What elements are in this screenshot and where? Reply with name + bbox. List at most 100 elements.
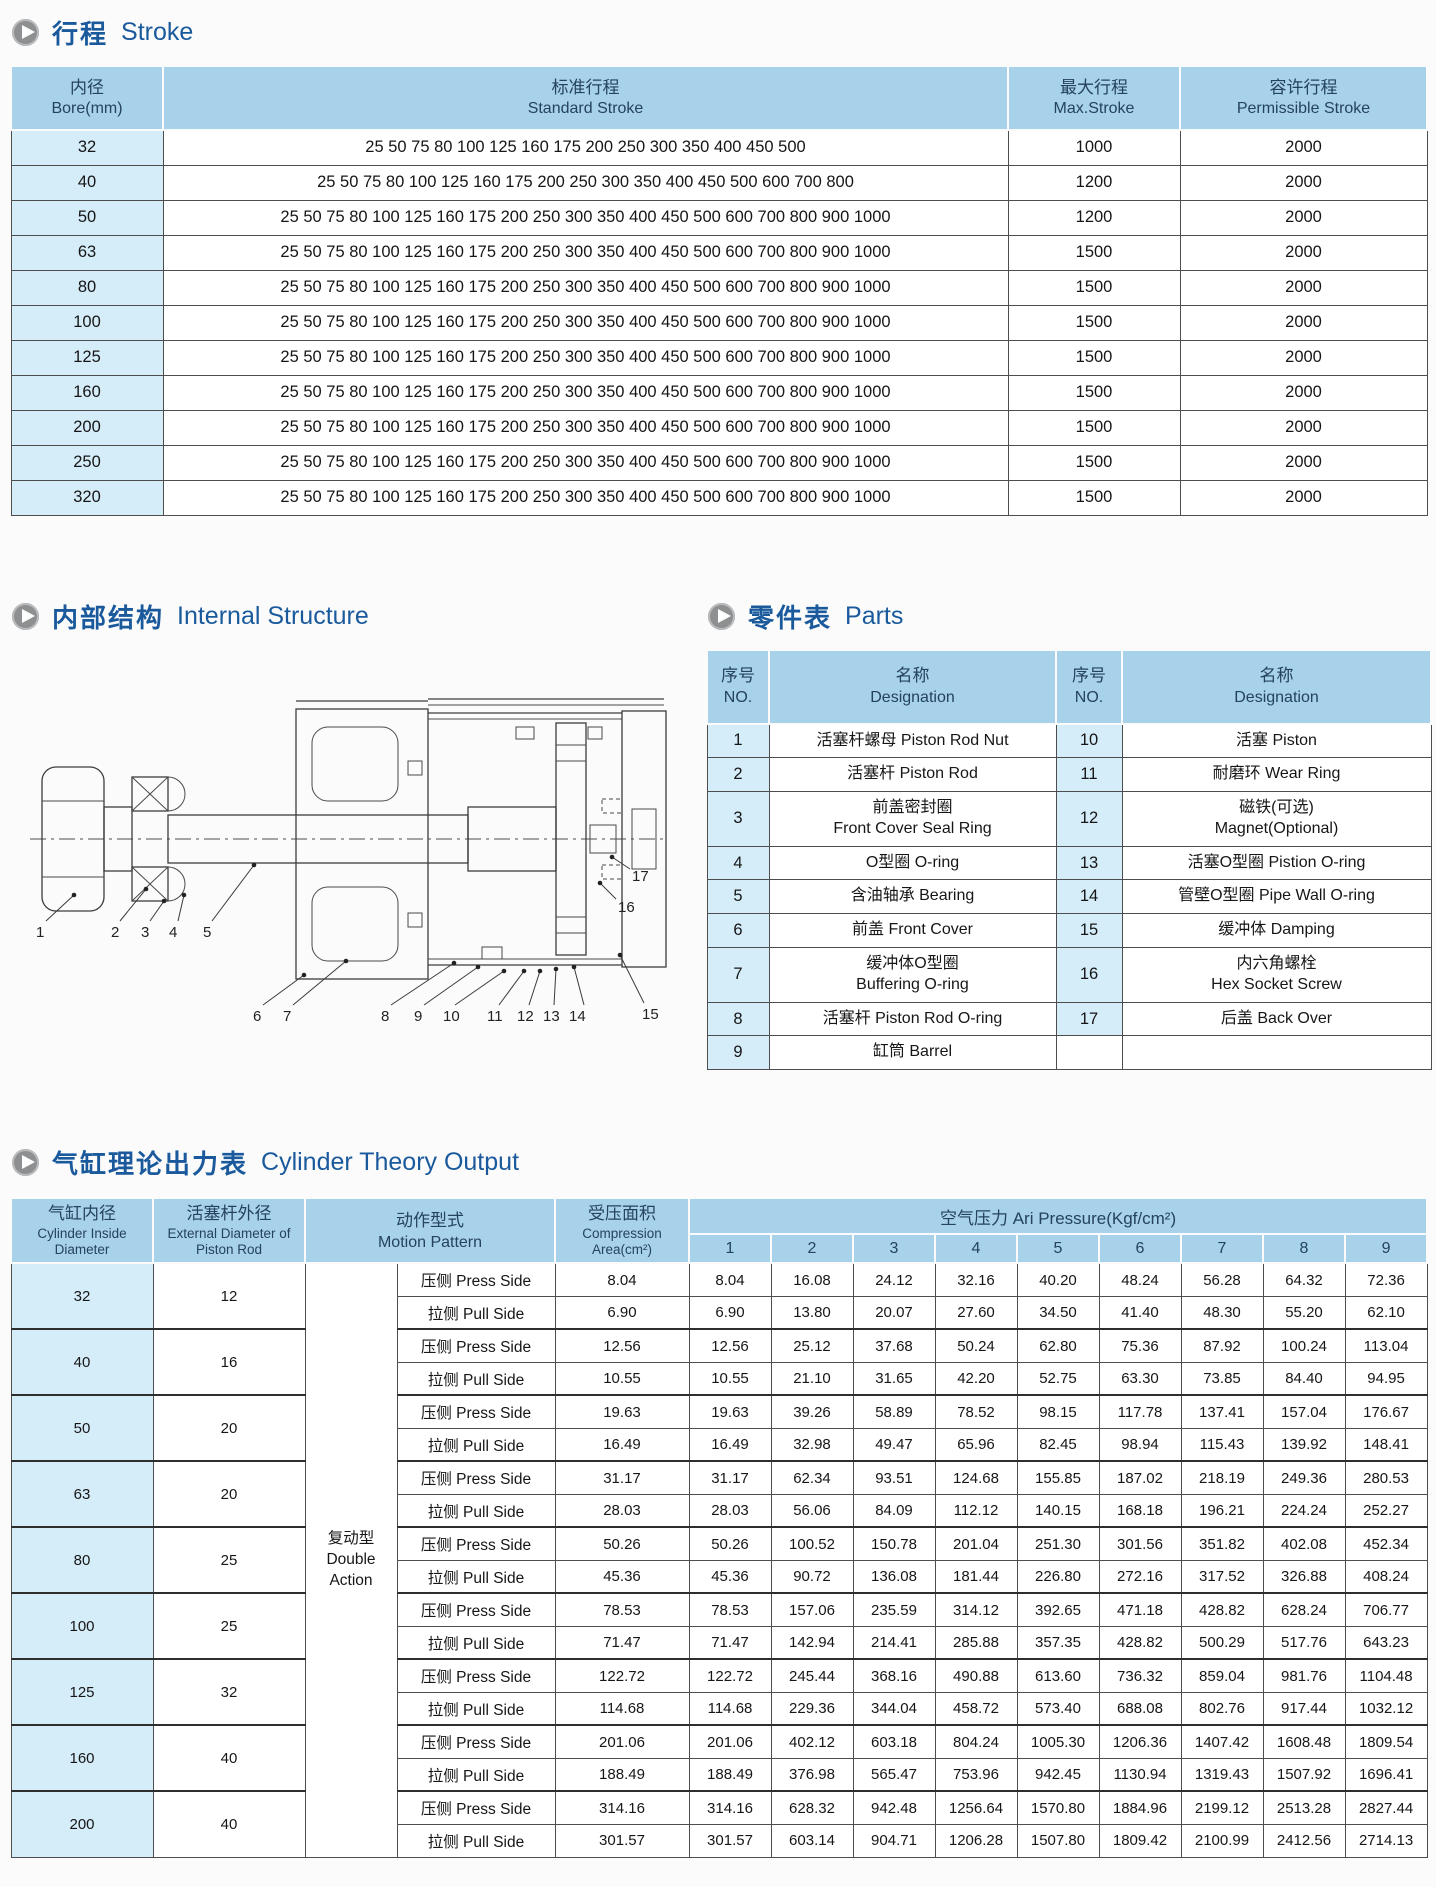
stroke-section-title: 行程 Stroke [12,14,1426,51]
part-name-cell: 活塞杆螺母 Piston Rod Nut [768,722,1057,759]
stroke-permissible-cell: 2000 [1179,339,1428,376]
stroke-row: 125 25 50 75 80 100 125 160 175 200 250 3… [10,339,1428,376]
pressure-value-cell: 16.08 [770,1262,854,1297]
pressure-value-cell: 981.76 [1262,1658,1346,1693]
pressure-col-7: 7 [1180,1233,1264,1265]
parts-header-no-right: 序号 NO. [1055,648,1123,725]
pressure-value-cell: 112.12 [934,1493,1018,1528]
part-name-cell: 缸筒 Barrel [768,1035,1057,1071]
stroke-permissible-cell: 2000 [1179,304,1428,341]
pressure-value-cell: 573.40 [1016,1691,1100,1726]
output-row: 拉侧 Pull Side 114.68 114.68 229.36 344.04 458.… [11,1691,1428,1726]
output-header-area-en: Compression Area(cm²) [582,1226,662,1258]
pressure-value-cell: 804.24 [934,1724,1018,1759]
output-rod-cell: 40 [152,1724,306,1792]
internal-section-title: 内部结构 Internal Structure [12,598,702,635]
parts-row: 6 前盖 Front Cover 15 缓冲体 Damping [706,913,1432,949]
pressure-value-cell: 917.44 [1262,1691,1346,1726]
pressure-value-cell: 1608.48 [1262,1724,1346,1759]
stroke-max-cell: 1000 [1007,129,1181,166]
output-row: 63 20 压侧 Press Side 31.17 31.17 62.34 93.51 124… [10,1460,1428,1528]
pressure-value-cell: 188.49 [688,1757,772,1792]
pressure-value-cell: 98.94 [1098,1427,1182,1462]
stroke-row: 32 25 50 75 80 100 125 160 175 200 250 30… [10,129,1428,166]
stroke-standard-cell: 25 50 75 80 100 125 160 175 200 250 300 … [162,304,1009,341]
pressure-value-cell: 65.96 [934,1427,1018,1462]
parts-header-name-left: 名称 Designation [768,648,1057,725]
pressure-value-cell: 314.16 [688,1790,772,1825]
diagram-label-5: 5 [203,924,211,941]
pressure-value-cell: 10.55 [688,1361,772,1396]
output-header-row-1: 气缸内径 Cylinder Inside Diameter 活塞杆外径 Exte… [10,1197,1429,1265]
side-label-cell: 拉侧 Pull Side [396,1295,556,1330]
pressure-value-cell: 628.32 [770,1790,854,1825]
stroke-header-max-cn: 最大行程 [1060,77,1128,97]
parts-row: 8 活塞杆 Piston Rod O-ring 17 后盖 Back Over [706,1001,1432,1037]
side-label-cell: 拉侧 Pull Side [396,1361,556,1396]
part-no-cell: 9 [706,1035,770,1071]
stroke-bore-cell: 50 [10,199,164,236]
diagram-label-10: 10 [443,1008,460,1025]
pressure-value-cell: 251.30 [1016,1526,1100,1561]
pressure-value-cell: 124.68 [934,1460,1018,1495]
part-no-cell [1055,1035,1123,1071]
stroke-standard-cell: 25 50 75 80 100 125 160 175 200 250 300 … [162,444,1009,481]
pressure-value-cell: 45.36 [688,1559,772,1594]
pressure-value-cell: 252.27 [1344,1493,1428,1528]
stroke-row: 50 25 50 75 80 100 125 160 175 200 250 30… [10,199,1428,236]
stroke-header-standard: 标准行程 Standard Stroke [162,65,1009,131]
output-header-area: 受压面积 Compression Area(cm²) [554,1197,690,1265]
stroke-table-body: 32 25 50 75 80 100 125 160 175 200 250 30… [10,129,1428,516]
output-row: 100 25 压侧 Press Side 78.53 78.53 157.06 235.59… [10,1592,1428,1660]
side-label-cell: 拉侧 Pull Side [396,1559,556,1594]
pressure-value-cell: 42.20 [934,1361,1018,1396]
part-no-cell: 12 [1055,791,1123,847]
output-row: 32 12 复动型 Double Action 压侧 Press Side 8.04 8.… [10,1262,1428,1858]
pressure-value-cell: 517.76 [1262,1625,1346,1660]
stroke-bore-cell: 40 [10,164,164,201]
pressure-value-cell: 32.16 [934,1262,1018,1297]
compression-area-cell: 122.72 [554,1658,690,1693]
stroke-row: 320 25 50 75 80 100 125 160 175 200 250 3… [10,479,1428,516]
pressure-value-cell: 32.98 [770,1427,854,1462]
stroke-row: 200 25 50 75 80 100 125 160 175 200 250 3… [10,409,1428,446]
pressure-value-cell: 50.26 [688,1526,772,1561]
parts-header-name-right-cn: 名称 [1259,666,1294,686]
pressure-value-cell: 72.36 [1344,1262,1428,1297]
stroke-max-cell: 1500 [1007,339,1181,376]
parts-section-title: 零件表 Parts [708,598,1432,635]
stroke-standard-cell: 25 50 75 80 100 125 160 175 200 250 300 … [162,479,1009,516]
parts-row: 7 缓冲体O型圈 Buffering O-ring 16 内六角螺栓 Hex Sock… [706,947,1432,1003]
compression-area-cell: 114.68 [554,1691,690,1726]
diagram-label-3: 3 [141,924,149,941]
output-row: 拉侧 Pull Side 28.03 28.03 56.06 84.09 112.12 14… [11,1493,1428,1528]
output-header-rod-en: External Diameter of Piston Rod [167,1226,291,1258]
play-bullet-icon [12,19,39,46]
output-row: 拉侧 Pull Side 45.36 45.36 90.72 136.08 181.44 2… [11,1559,1428,1594]
stroke-bore-cell: 80 [10,269,164,306]
output-title-cn: 气缸理论出力表 [52,1149,249,1180]
part-no-cell: 15 [1055,913,1123,949]
pressure-value-cell: 452.34 [1344,1526,1428,1561]
pressure-value-cell: 49.47 [852,1427,936,1462]
parts-title-en: Parts [845,601,904,630]
parts-row: 3 前盖密封圈 Front Cover Seal Ring 12 磁铁(可选) Mag… [706,791,1432,847]
output-header-rod-cn: 活塞杆外径 [186,1204,272,1224]
pressure-value-cell: 643.23 [1344,1625,1428,1660]
stroke-standard-cell: 25 50 75 80 100 125 160 175 200 250 300 … [162,129,1009,166]
output-row: 拉侧 Pull Side 10.55 10.55 21.10 31.65 42.20 52.… [11,1361,1428,1396]
diagram-label-6: 6 [253,1008,261,1025]
part-name-cell: 内六角螺栓 Hex Socket Screw [1121,947,1432,1003]
output-row: 40 16 压侧 Press Side 12.56 12.56 25.12 37.68 50.… [10,1328,1428,1396]
output-row: 200 40 压侧 Press Side 314.16 314.16 628.32 942.… [10,1790,1428,1858]
output-header-row-2: 1 2 3 4 5 6 7 8 9 [11,1233,1429,1265]
diagram-label-11: 11 [487,1008,503,1025]
stroke-bore-cell: 160 [10,374,164,411]
diagram-label-16: 16 [618,899,635,916]
parts-title-cn: 零件表 [748,602,833,633]
pressure-value-cell: 1407.42 [1180,1724,1264,1759]
output-bore-cell: 32 [10,1262,154,1330]
stroke-bore-cell: 125 [10,339,164,376]
parts-header-name-left-cn: 名称 [895,666,930,686]
part-name-cell: 缓冲体O型圈 Buffering O-ring [768,947,1057,1003]
